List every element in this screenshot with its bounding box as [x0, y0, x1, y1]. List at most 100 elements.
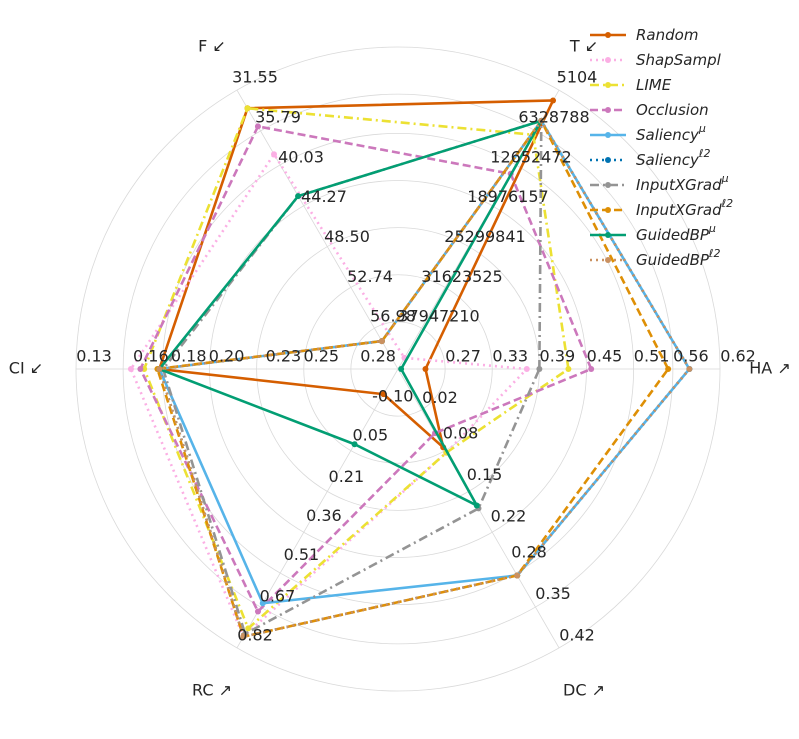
tick-label: 0.21 [329, 467, 365, 486]
tick-label: 44.27 [301, 187, 347, 206]
legend-label: LIME [636, 76, 672, 94]
legend-superscript: μ [708, 222, 716, 235]
series-marker [398, 366, 405, 372]
legend-label: Random [636, 26, 698, 44]
legend-name: Occlusion [636, 101, 709, 119]
legend-marker [605, 57, 611, 63]
legend-label: Saliencyμ [636, 122, 706, 144]
tick-label: 0.05 [353, 426, 389, 445]
tick-label: 0.15 [467, 465, 503, 484]
tick-label: 0.36 [306, 506, 342, 525]
legend-superscript: μ [698, 122, 706, 135]
series-marker [351, 441, 358, 448]
series-marker [295, 193, 302, 200]
tick-label: 0.35 [535, 584, 571, 603]
legend-label: GuidedBPμ [636, 222, 716, 244]
legend-marker [605, 157, 611, 163]
series-marker [538, 117, 545, 124]
tick-label: 0.18 [171, 347, 207, 366]
tick-label: 52.74 [347, 267, 393, 286]
axis-label: HA ↗ [749, 359, 790, 378]
tick-label: 48.50 [324, 227, 370, 246]
tick-label: 0.28 [511, 542, 547, 561]
legend-marker [605, 132, 611, 138]
legend-marker [605, 182, 611, 188]
series-marker [536, 366, 543, 372]
axis-label: DC ↗ [563, 681, 605, 700]
legend-label: InputXGradℓ2 [636, 197, 733, 219]
series-marker [686, 366, 693, 372]
tick-label: 0.45 [587, 347, 623, 366]
axis-label: F ↙ [198, 36, 226, 55]
series-line [157, 118, 545, 509]
tick-label: 0.27 [445, 347, 481, 366]
tick-label: 0.39 [540, 347, 576, 366]
series-marker [244, 105, 251, 112]
legend-name: LIME [636, 76, 672, 94]
legend-superscript: ℓ2 [721, 197, 734, 210]
series-marker [127, 366, 134, 372]
legend-label: GuidedBPℓ2 [636, 247, 720, 269]
series-marker [473, 502, 480, 509]
legend-name: Saliency [636, 151, 700, 169]
legend-name: InputXGrad [636, 176, 722, 194]
tick-label: 12652472 [490, 147, 571, 166]
tick-label: 31623525 [421, 267, 502, 286]
tick-label: 0.51 [284, 545, 320, 564]
tick-label: 0.51 [634, 347, 670, 366]
series-marker [259, 600, 266, 607]
series-marker [550, 97, 557, 104]
legend-label: Saliencyℓ2 [636, 147, 710, 169]
legend-marker [605, 232, 611, 238]
legend-marker [605, 82, 611, 88]
legend-marker [605, 207, 611, 213]
tick-label: 0.25 [303, 347, 339, 366]
legend-superscript: ℓ2 [698, 147, 711, 160]
series-marker [565, 366, 572, 372]
tick-label: 0.28 [360, 347, 396, 366]
series-marker [380, 391, 387, 398]
series-marker [245, 625, 252, 632]
tick-label: 0.08 [443, 424, 479, 443]
legend-name: Saliency [636, 126, 700, 144]
series-marker [240, 633, 247, 640]
spoke [236, 89, 399, 370]
series-marker [254, 608, 261, 615]
tick-label: 0.33 [492, 347, 528, 366]
tick-label: 0.16 [133, 347, 169, 366]
tick-label: 31.55 [232, 68, 278, 87]
legend-name: ShapSampl [636, 51, 722, 69]
axis-label: CI ↙ [9, 359, 43, 378]
tick-label: 0.42 [559, 625, 595, 644]
legend-superscript: ℓ2 [708, 247, 721, 260]
series-marker [378, 338, 385, 345]
legend-marker [605, 257, 611, 263]
tick-label: 18976157 [467, 187, 548, 206]
series-marker [588, 366, 595, 372]
axis-label: T ↙ [569, 36, 598, 55]
legend-superscript: μ [721, 172, 729, 185]
series-marker [254, 123, 261, 130]
tick-label: 35.79 [255, 107, 301, 126]
tick-label: 0.56 [673, 347, 709, 366]
axis-label: RC ↗ [192, 681, 232, 700]
tick-label: 6328788 [518, 107, 589, 126]
tick-label: 37947210 [398, 307, 479, 326]
tick-label: -0.10 [372, 387, 413, 406]
series-marker [422, 366, 429, 372]
tick-label: 40.03 [278, 147, 324, 166]
series-marker [514, 572, 521, 579]
legend-label: ShapSampl [636, 51, 722, 69]
legend-marker [605, 107, 611, 113]
legend-label: Occlusion [636, 101, 709, 119]
tick-label: 0.20 [209, 347, 245, 366]
legend-label: InputXGradμ [636, 172, 729, 194]
tick-label: 0.13 [76, 347, 112, 366]
tick-label: 0.67 [260, 586, 296, 605]
series-marker [271, 151, 278, 158]
series-marker [137, 366, 144, 372]
series-marker [523, 366, 530, 372]
tick-label: 0.02 [422, 388, 458, 407]
legend-name: GuidedBP [636, 251, 710, 269]
